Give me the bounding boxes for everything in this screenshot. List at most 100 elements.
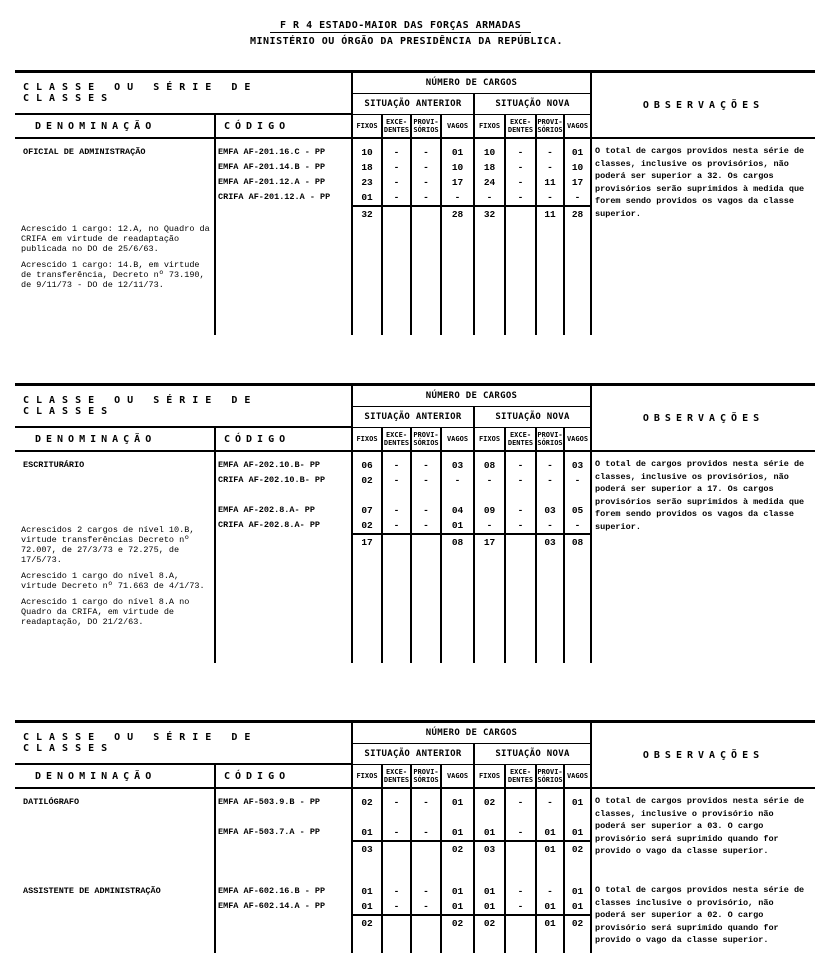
value-cell: - - - - xyxy=(410,451,442,663)
value-cell: 02 01 03 xyxy=(473,788,506,878)
cargo-count: 10 xyxy=(451,162,464,173)
codigo-header: CÓDIGO xyxy=(213,427,353,452)
total-count xyxy=(412,205,441,222)
subcolumn-header: PROVI-SÓRIOS xyxy=(410,427,442,452)
cargo-count: - xyxy=(393,901,400,912)
codigo-value xyxy=(216,488,351,503)
situacao-nova-header: SITUAÇÃO NOVA xyxy=(473,406,592,428)
cargo-count: 08 xyxy=(483,460,496,471)
cargo-count xyxy=(537,810,563,825)
codigo-value: CRIFA AF-202.10.B- PP xyxy=(218,475,326,485)
numero-cargos-header: NÚMERO DE CARGOS xyxy=(351,383,592,407)
cargo-count: - xyxy=(423,797,429,808)
cargo-count: - xyxy=(574,520,581,531)
cargo-count: - xyxy=(423,177,429,188)
cargo-count: 01 xyxy=(361,192,373,203)
denominacao-cell: DATILÓGRAFO xyxy=(15,788,215,878)
group-row: DATILÓGRAFO EMFA AF-503.9.B - PP EMFA AF-5… xyxy=(15,788,816,878)
cargo-count: 24 xyxy=(483,177,496,188)
cargo-count: 01 xyxy=(451,886,464,897)
value-cell: 08 - 09 - 17 xyxy=(473,451,506,663)
cargo-count xyxy=(412,488,440,503)
codigo-value: EMFA AF-503.9.B - PP xyxy=(218,797,321,807)
cargo-count: - xyxy=(423,886,429,897)
total-count: 28 xyxy=(442,205,474,222)
cargo-count: - xyxy=(423,901,429,912)
cargo-count: 17 xyxy=(451,177,464,188)
cargo-count: 01 xyxy=(571,827,584,838)
cargo-count: 01 xyxy=(544,827,556,838)
total-count xyxy=(506,205,536,222)
cargo-count: 01 xyxy=(361,886,373,897)
subcolumn-header: VAGOS xyxy=(563,764,592,789)
subcolumn-header: EXCE-DENTES xyxy=(381,764,412,789)
total-count: 02 xyxy=(442,914,474,931)
cargo-count: 11 xyxy=(544,177,556,188)
subcolumn-header: FIXOS xyxy=(351,114,383,139)
cargo-count xyxy=(383,488,410,503)
cargo-count: 01 xyxy=(451,797,464,808)
cargo-count: - xyxy=(393,475,400,486)
cargo-count: 01 xyxy=(483,886,496,897)
total-count: 01 xyxy=(537,840,564,857)
observacao-cell: O total de cargos providos nesta série d… xyxy=(590,451,816,663)
value-cell: -- xyxy=(381,878,412,953)
total-count: 08 xyxy=(565,533,591,550)
value-cell: 01 01 02 xyxy=(563,788,592,878)
subcolumn-header: VAGOS xyxy=(563,427,592,452)
cargo-count: 01 xyxy=(451,520,464,531)
subcolumn-header: PROVI-SÓRIOS xyxy=(535,427,565,452)
total-count xyxy=(383,205,411,222)
section-datilografo-assistente: CLASSE OU SÉRIE DE CLASSES NÚMERO DE CARG… xyxy=(15,720,816,953)
value-cell: 10 18 23 01 32 xyxy=(351,138,383,335)
total-count xyxy=(383,533,411,550)
cargo-count xyxy=(565,488,590,503)
note-text: Acrescido 1 cargo: 14.B, em virtude de t… xyxy=(21,260,205,290)
cargo-count: - xyxy=(393,886,400,897)
cargo-count: 02 xyxy=(361,797,373,808)
cargo-count: 03 xyxy=(571,460,584,471)
total-count: 32 xyxy=(353,205,382,222)
cargo-count: 10 xyxy=(483,147,496,158)
denominacao-cell: ASSISTENTE DE ADMINISTRAÇÃO xyxy=(15,878,215,953)
group-row: OFICIAL DE ADMINISTRAÇÃO Acrescido 1 carg… xyxy=(15,138,816,335)
cargo-count: - xyxy=(517,192,524,203)
denominacao-header: DENOMINAÇÃO xyxy=(15,427,215,452)
codigo-value: EMFA AF-201.12.A - PP xyxy=(218,177,326,187)
subcolumn-header: EXCE-DENTES xyxy=(381,114,412,139)
cargo-count: - xyxy=(486,192,493,203)
value-cell: - 01 01 xyxy=(535,878,565,953)
note-text: Acrescidos 2 cargos de nível 10.B, virtu… xyxy=(21,525,195,565)
cargo-count: - xyxy=(486,520,493,531)
cargo-count: 01 xyxy=(483,901,496,912)
cargo-count: 01 xyxy=(361,827,373,838)
denominacao-header: DENOMINAÇÃO xyxy=(15,114,215,139)
note-text: Acrescido 1 cargo: 12.A, no Quadro da CR… xyxy=(21,224,210,254)
subcolumn-header: EXCE-DENTES xyxy=(504,427,537,452)
codigo-value: CRIFA AF-202.8.A- PP xyxy=(218,520,321,530)
cargo-count xyxy=(506,488,535,503)
cargo-count xyxy=(412,810,440,825)
cargo-count: - xyxy=(423,827,429,838)
subcolumn-header: VAGOS xyxy=(440,114,475,139)
cargo-count: - xyxy=(547,460,553,471)
classe-header: CLASSE OU SÉRIE DE CLASSES xyxy=(15,70,353,115)
subcolumn-header: PROVI-SÓRIOS xyxy=(410,114,442,139)
codigo-cell: EMFA AF-503.9.B - PP EMFA AF-503.7.A - PP xyxy=(213,788,353,878)
cargo-count: - xyxy=(423,460,429,471)
codigo-cell: EMFA AF-202.10.B- PP CRIFA AF-202.10.B- P… xyxy=(213,451,353,663)
cargo-count: 01 xyxy=(451,147,464,158)
group-row: ASSISTENTE DE ADMINISTRAÇÃO EMFA AF-602.1… xyxy=(15,878,816,953)
cargo-count: 18 xyxy=(361,162,373,173)
total-count xyxy=(506,840,536,857)
cargos-table: CLASSE OU SÉRIE DE CLASSES NÚMERO DE CARG… xyxy=(15,70,816,335)
cargo-count: 03 xyxy=(544,505,556,516)
cargo-count xyxy=(537,488,563,503)
observacoes-header: OBSERVAÇÕES xyxy=(590,383,816,452)
cargo-count: - xyxy=(393,797,400,808)
cargo-count: - xyxy=(574,475,581,486)
situacao-nova-header: SITUAÇÃO NOVA xyxy=(473,743,592,765)
situacao-nova-header: SITUAÇÃO NOVA xyxy=(473,93,592,115)
value-cell: 01 01 02 xyxy=(563,878,592,953)
denominacao-header: DENOMINAÇÃO xyxy=(15,764,215,789)
